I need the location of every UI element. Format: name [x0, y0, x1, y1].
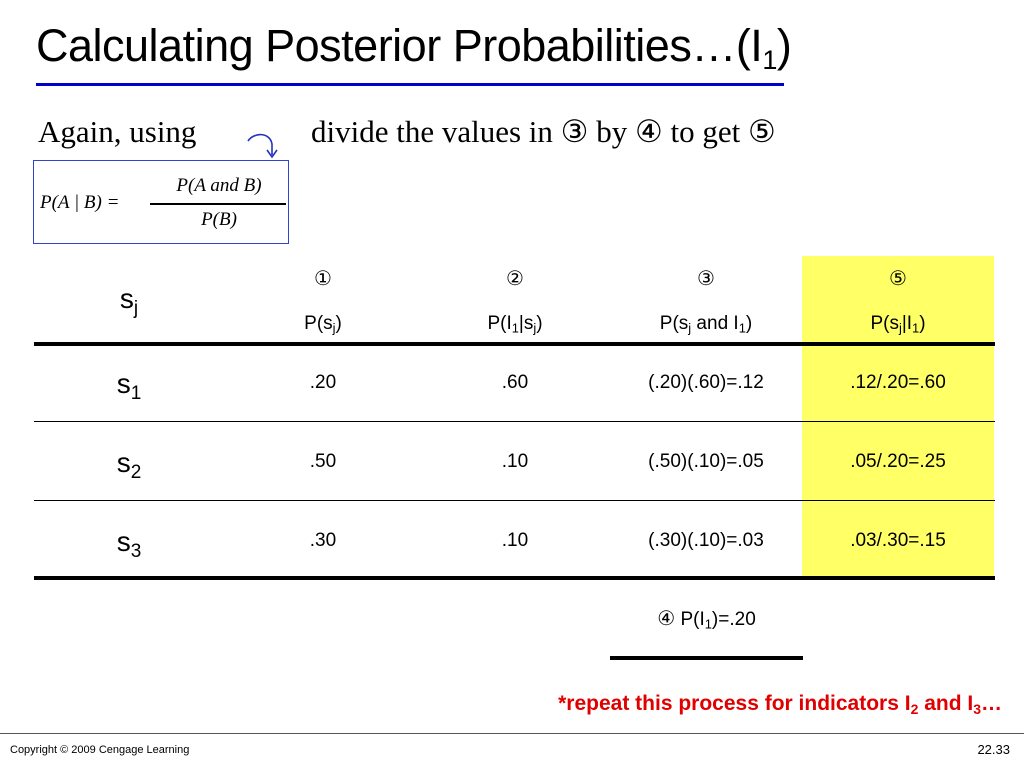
formula-lhs: P(A | B) = [40, 192, 120, 213]
table-cell: .60 [501, 372, 529, 393]
bayes-formula: P(A | B) = P(A and B) P(B) [33, 160, 289, 244]
table-cell: .50 [309, 451, 337, 472]
column-header: P(I1|sj) [487, 313, 543, 336]
table-cell: .30 [309, 530, 337, 551]
table-cell: .10 [501, 530, 529, 551]
table-cell: .03/.30=.15 [850, 530, 946, 551]
column-number: ② [506, 266, 524, 290]
table-cell: .12/.20=.60 [850, 372, 946, 393]
table-cell: .05/.20=.25 [850, 451, 946, 472]
table-cell: .10 [501, 451, 529, 472]
copyright-text: Copyright © 2009 Cengage Learning [10, 744, 190, 756]
repeat-note: *repeat this process for indicators I2 a… [558, 692, 1002, 717]
header-rule [34, 342, 995, 346]
total-underline [610, 656, 803, 660]
intro-instruction: divide the values in ③ by ④ to get ⑤ [311, 114, 776, 149]
row-divider [34, 500, 995, 501]
table-cell: (.50)(.10)=.05 [648, 451, 764, 472]
column-header: P(sj and I1) [659, 313, 753, 336]
row-label: s3 [116, 526, 142, 562]
curved-arrow-icon [247, 133, 278, 159]
table-cell: .20 [309, 372, 337, 393]
column-header: P(sj) [304, 313, 342, 336]
formula-denominator: P(B) [201, 209, 237, 230]
slide-title: Calculating Posterior Probabilities…(I1) [36, 20, 792, 75]
row-label: s1 [116, 368, 142, 404]
column-header: P(sj|I1) [870, 313, 926, 336]
column-number: ⑤ [889, 266, 907, 290]
footer-divider [0, 733, 1024, 734]
column-number: ③ [697, 266, 715, 290]
row-label: s2 [116, 447, 142, 483]
highlighted-column [802, 256, 994, 578]
title-underline [36, 83, 784, 86]
row-divider [34, 421, 995, 422]
formula-numerator: P(A and B) [176, 175, 262, 196]
fraction-bar [150, 203, 286, 205]
total-probability: ④ P(I1)=.20 [657, 606, 756, 632]
table-bottom-rule [34, 576, 995, 580]
column-number: ① [314, 266, 332, 290]
table-cell: (.30)(.10)=.03 [648, 530, 764, 551]
intro-lead: Again, using [38, 114, 197, 149]
slide-number: 22.33 [977, 742, 1010, 757]
table-cell: (.20)(.60)=.12 [648, 372, 764, 393]
row-label-header: sj [119, 283, 139, 319]
